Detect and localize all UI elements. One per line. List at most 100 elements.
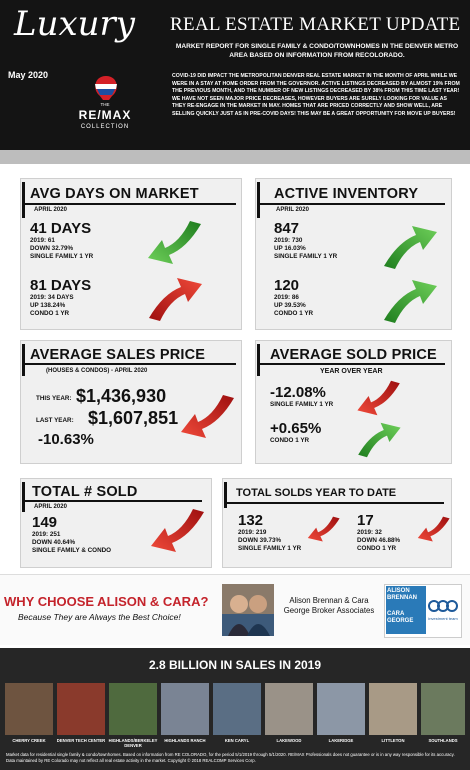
- panel: [20, 340, 242, 464]
- area-label: KEN CARYL: [224, 738, 250, 743]
- panel-subtitle: APRIL 2020: [34, 207, 67, 213]
- stat-line: SINGLE FAMILY 1 YR: [274, 253, 338, 260]
- script-title: Luxury: [14, 4, 136, 44]
- area-photo: [161, 683, 209, 735]
- stat-line: DOWN 39.73%: [238, 537, 282, 544]
- stat-value: 81 DAYS: [30, 277, 92, 294]
- area-label: DENVER TECH CENTER: [56, 738, 106, 743]
- logo-name: CARA GEORGE: [387, 611, 414, 624]
- stat-line: UP 138.24%: [30, 302, 66, 309]
- stat-value: +0.65%: [270, 420, 322, 437]
- area-photo: [213, 683, 261, 735]
- stat-value: 149: [32, 514, 58, 531]
- area-label: HIGHLANDS RANCH: [164, 738, 206, 743]
- header-band: [0, 0, 470, 150]
- panel-title: TOTAL SOLDS YEAR TO DATE: [236, 487, 397, 499]
- logo-name: RE/MAX: [78, 108, 132, 122]
- header-subtitle: MARKET REPORT FOR SINGLE FAMILY & CONDO/…: [175, 43, 459, 59]
- panel-bar: [224, 482, 227, 508]
- stat-line: CONDO 1 YR: [270, 437, 310, 444]
- panel-subtitle: APRIL 2020: [34, 504, 67, 510]
- arrow-up-green: [384, 280, 437, 323]
- stat-value: 847: [274, 220, 300, 237]
- stat-line: 2019: 32: [357, 529, 382, 536]
- stat-line: SINGLE FAMILY 1 YR: [270, 401, 334, 408]
- stat-line: SINGLE FAMILY & CONDO: [32, 547, 112, 554]
- panel-bar: [22, 182, 25, 218]
- stat-line: CONDO 1 YR: [274, 310, 314, 317]
- arrow-down-red: [357, 380, 400, 416]
- panel-bar: [257, 344, 260, 376]
- stat-line: CONDO 1 YR: [357, 545, 397, 552]
- stat-line: SINGLE FAMILY 1 YR: [238, 545, 302, 552]
- stat-line: 2019: 34 DAYS: [30, 294, 74, 301]
- area-photo: [57, 683, 105, 735]
- panel-bar: [257, 182, 260, 218]
- disclaimer: Market data for residential single famil…: [6, 752, 455, 763]
- agents-names: Alison Brennan & Cara George Broker Asso…: [283, 596, 375, 615]
- arrow-down-green: [148, 221, 201, 264]
- panel-rule: [257, 203, 445, 205]
- stat-line: CONDO 1 YR: [30, 310, 70, 317]
- stat-line: DOWN 40.64%: [32, 539, 76, 546]
- panel-rule: [22, 203, 236, 205]
- stat-line: DOWN 32.79%: [30, 245, 74, 252]
- area-photo: [421, 683, 465, 735]
- area-label: CHERRY CREEK: [12, 738, 46, 743]
- panel-subtitle: (HOUSES & CONDOS) - APRIL 2020: [46, 368, 148, 374]
- area-photo: [369, 683, 417, 735]
- panel-subtitle: APRIL 2020: [276, 207, 309, 213]
- arrow-up-red: [149, 278, 202, 321]
- panel-subtitle: YEAR OVER YEAR: [320, 368, 383, 375]
- intro-text: COVID-19 DID IMPACT THE METROPOLITAN DEN…: [172, 73, 460, 117]
- stat-line: 2019: 251: [32, 531, 61, 538]
- stat-value: 17: [357, 512, 374, 529]
- stat-line: 2019: 219: [238, 529, 267, 536]
- arrow-down-red: [151, 509, 204, 552]
- area-label: LAKEWOOD: [276, 738, 302, 743]
- stat-line: 2019: 730: [274, 237, 303, 244]
- arrow-down-red: [307, 516, 340, 542]
- panel-rule: [22, 500, 202, 502]
- panel: [255, 340, 452, 464]
- panel: [20, 478, 212, 568]
- stat-line: UP 39.53%: [274, 302, 306, 309]
- stat-line: 2019: 86: [274, 294, 299, 301]
- panel-title: TOTAL # SOLD: [32, 484, 138, 500]
- panel-rule: [224, 502, 444, 504]
- area-photo: [109, 683, 157, 735]
- arrow-down-red: [417, 516, 450, 542]
- date: May 2020: [8, 70, 49, 80]
- area-label: HIGHLANDS/BERKELEY DENVER: [108, 738, 158, 748]
- row-label: LAST YEAR:: [36, 417, 74, 424]
- stat-line: SINGLE FAMILY 1 YR: [30, 253, 94, 260]
- row-value: $1,607,851: [88, 408, 179, 428]
- area-label: LITTLETON: [381, 738, 405, 743]
- promo-tagline: Because They are Always the Best Choice!: [18, 612, 181, 622]
- panel: [222, 478, 452, 568]
- area-photo: [265, 683, 313, 735]
- stat-line: DOWN 46.88%: [357, 537, 401, 544]
- footer-title: 2.8 BILLION IN SALES IN 2019: [148, 658, 322, 672]
- area-photo: [317, 683, 365, 735]
- logo-top: THE: [100, 102, 110, 107]
- abc-mark: [428, 600, 458, 612]
- panel-title: ACTIVE INVENTORY: [274, 186, 419, 202]
- logo-bottom: COLLECTION: [80, 124, 130, 130]
- row-value: $1,436,930: [76, 386, 167, 406]
- arrow-up-green: [358, 422, 401, 458]
- panel-title: AVG DAYS ON MARKET: [30, 186, 199, 202]
- separator-strip: [0, 150, 470, 164]
- stat-value: 132: [238, 512, 264, 529]
- area-label: SOUTHLANDS: [428, 738, 458, 743]
- panel-title: AVERAGE SOLD PRICE: [270, 347, 437, 363]
- balloon-icon: [95, 76, 117, 100]
- logo-panel: [386, 586, 426, 634]
- area-photo: [5, 683, 53, 735]
- logo-team: investment team: [428, 616, 458, 621]
- stat-line: 2019: 61: [30, 237, 55, 244]
- arrow-up-green: [384, 226, 437, 269]
- header-title: REAL ESTATE MARKET UPDATE: [170, 14, 461, 35]
- row-label: THIS YEAR:: [36, 395, 72, 402]
